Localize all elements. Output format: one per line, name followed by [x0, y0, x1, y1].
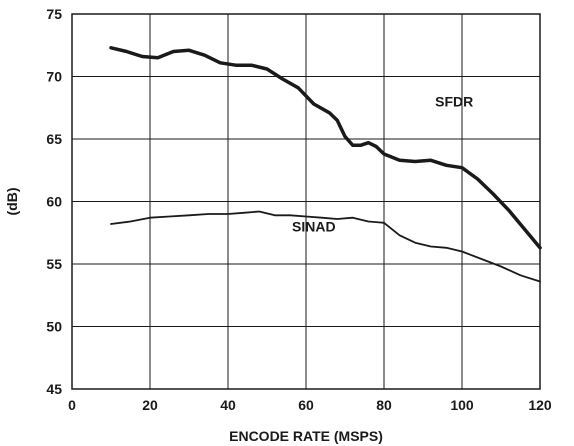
sfdr-label: SFDR	[435, 94, 473, 110]
y-tick-label: 50	[46, 319, 62, 335]
tick-labels: 0 20 40 60 80 100 120 45 50 55 60 65 70 75	[46, 6, 551, 413]
sinad-line	[110, 210, 541, 283]
x-tick-label: 40	[220, 397, 236, 413]
y-tick-label: 45	[46, 381, 62, 397]
series-lines	[109, 46, 542, 283]
y-tick-label: 55	[46, 256, 62, 272]
y-tick-label: 60	[46, 194, 62, 210]
x-tick-label: 100	[450, 397, 474, 413]
y-axis-label: (dB)	[4, 188, 20, 216]
sfdr-line	[109, 46, 542, 250]
x-tick-label: 20	[142, 397, 158, 413]
y-tick-label: 65	[46, 131, 62, 147]
y-tick-label: 70	[46, 69, 62, 85]
x-tick-label: 0	[68, 397, 76, 413]
series-labels: SFDR SINAD	[292, 94, 473, 235]
y-tick-label: 75	[46, 6, 62, 22]
x-tick-label: 60	[298, 397, 314, 413]
grid	[72, 14, 540, 389]
x-axis-label: ENCODE RATE (MSPS)	[229, 428, 383, 444]
x-tick-label: 120	[528, 397, 552, 413]
sinad-label: SINAD	[292, 219, 336, 235]
plot-frame	[71, 13, 541, 390]
x-tick-label: 80	[376, 397, 392, 413]
